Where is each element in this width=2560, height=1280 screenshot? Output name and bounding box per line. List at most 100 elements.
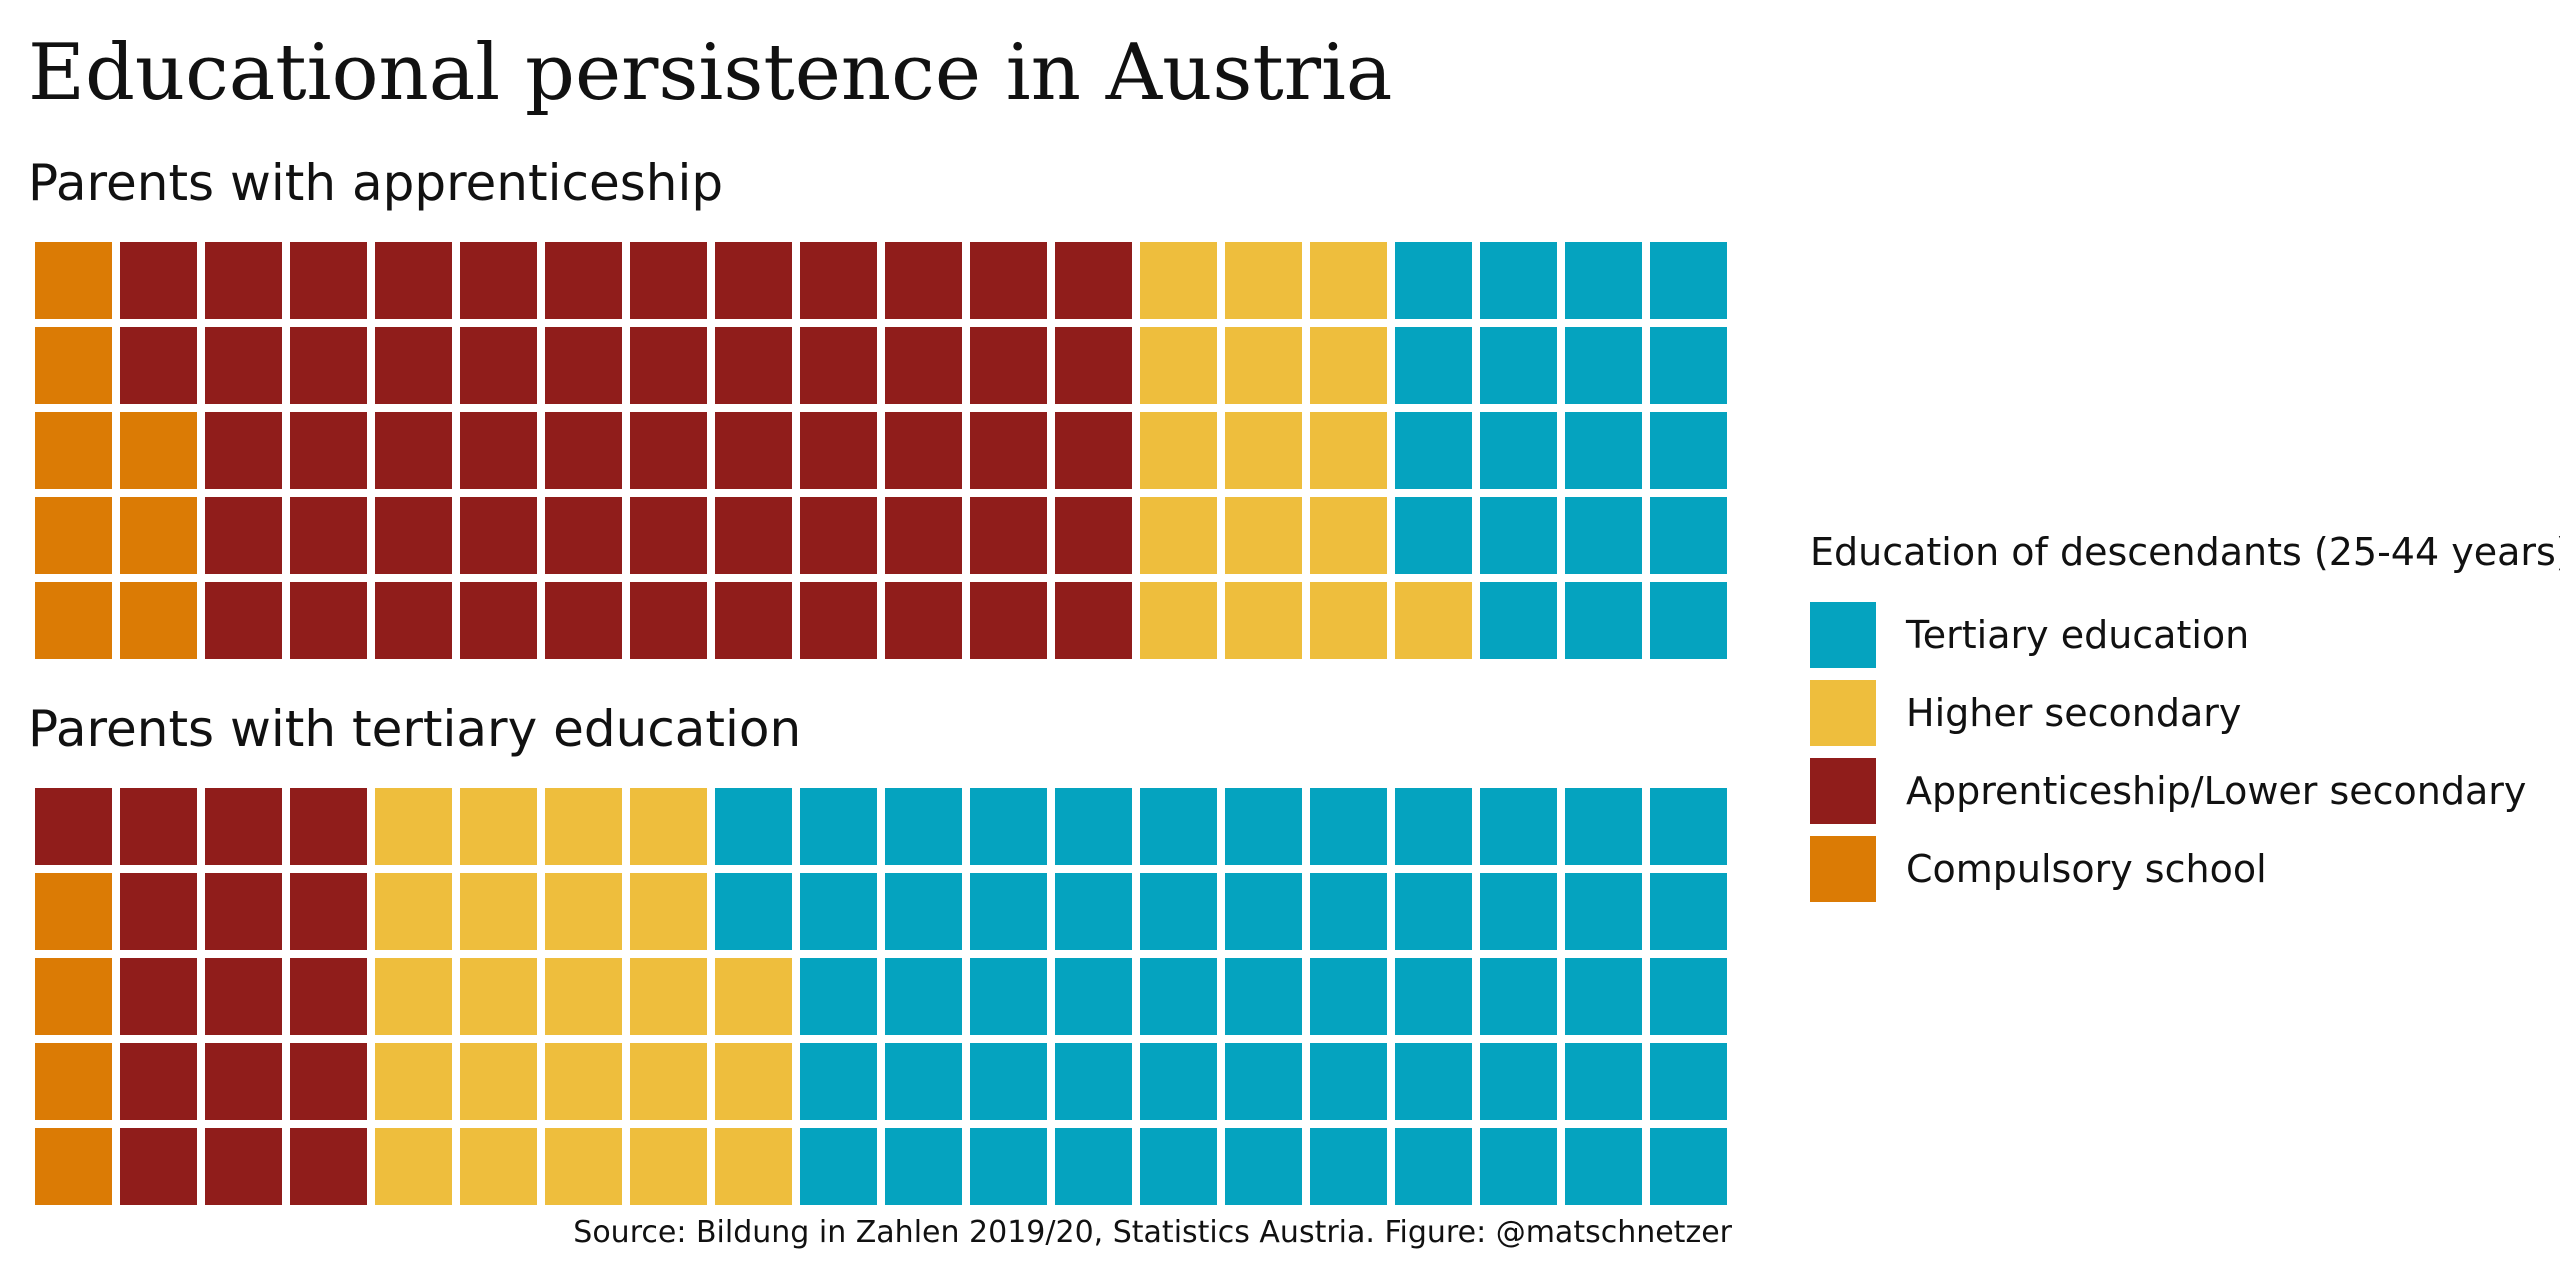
waffle-square-apprenticeship-lower-secondary [120, 958, 197, 1035]
panel-title-tertiary: Parents with tertiary education [28, 700, 801, 758]
waffle-square-tertiary-education [1650, 958, 1727, 1035]
waffle-square-apprenticeship-lower-secondary [800, 582, 877, 659]
waffle-square-higher-secondary [715, 1128, 792, 1205]
waffle-square-apprenticeship-lower-secondary [290, 873, 367, 950]
waffle-square-higher-secondary [460, 958, 537, 1035]
waffle-square-tertiary-education [1140, 1043, 1217, 1120]
waffle-square-tertiary-education [885, 1043, 962, 1120]
waffle-square-compulsory-school [35, 582, 112, 659]
waffle-square-tertiary-education [1225, 958, 1302, 1035]
waffle-square-higher-secondary [375, 958, 452, 1035]
waffle-square-higher-secondary [1140, 582, 1217, 659]
waffle-square-higher-secondary [375, 1043, 452, 1120]
legend-item-apprenticeship: Apprenticeship/Lower secondary [1810, 752, 2560, 830]
legend-item-higher-secondary: Higher secondary [1810, 674, 2560, 752]
waffle-square-apprenticeship-lower-secondary [885, 242, 962, 319]
waffle-square-tertiary-education [1565, 327, 1642, 404]
waffle-square-apprenticeship-lower-secondary [1055, 582, 1132, 659]
waffle-square-apprenticeship-lower-secondary [290, 788, 367, 865]
waffle-square-compulsory-school [35, 497, 112, 574]
waffle-square-tertiary-education [1650, 582, 1727, 659]
waffle-square-tertiary-education [1650, 788, 1727, 865]
waffle-square-apprenticeship-lower-secondary [290, 958, 367, 1035]
waffle-square-tertiary-education [1395, 412, 1472, 489]
waffle-square-tertiary-education [1565, 412, 1642, 489]
waffle-square-higher-secondary [375, 873, 452, 950]
waffle-square-tertiary-education [1140, 873, 1217, 950]
waffle-square-apprenticeship-lower-secondary [545, 412, 622, 489]
waffle-square-higher-secondary [545, 958, 622, 1035]
waffle-square-tertiary-education [970, 873, 1047, 950]
waffle-square-tertiary-education [1565, 788, 1642, 865]
waffle-square-higher-secondary [1310, 242, 1387, 319]
waffle-square-tertiary-education [1480, 582, 1557, 659]
waffle-square-apprenticeship-lower-secondary [375, 582, 452, 659]
waffle-square-higher-secondary [1140, 497, 1217, 574]
waffle-square-tertiary-education [1310, 1128, 1387, 1205]
waffle-square-apprenticeship-lower-secondary [375, 327, 452, 404]
legend-label-higher-secondary: Higher secondary [1906, 691, 2241, 735]
waffle-square-higher-secondary [460, 873, 537, 950]
waffle-square-compulsory-school [35, 958, 112, 1035]
waffle-square-tertiary-education [885, 788, 962, 865]
waffle-square-apprenticeship-lower-secondary [120, 873, 197, 950]
waffle-square-higher-secondary [1310, 327, 1387, 404]
waffle-square-higher-secondary [630, 1128, 707, 1205]
waffle-square-apprenticeship-lower-secondary [1055, 327, 1132, 404]
waffle-square-higher-secondary [375, 1128, 452, 1205]
waffle-square-apprenticeship-lower-secondary [460, 497, 537, 574]
waffle-square-apprenticeship-lower-secondary [205, 327, 282, 404]
waffle-square-apprenticeship-lower-secondary [460, 327, 537, 404]
waffle-square-tertiary-education [1565, 873, 1642, 950]
waffle-square-tertiary-education [1565, 958, 1642, 1035]
waffle-square-tertiary-education [1565, 242, 1642, 319]
waffle-square-higher-secondary [630, 1043, 707, 1120]
waffle-square-tertiary-education [885, 873, 962, 950]
waffle-square-apprenticeship-lower-secondary [545, 327, 622, 404]
waffle-square-tertiary-education [970, 1128, 1047, 1205]
waffle-square-tertiary-education [1395, 1043, 1472, 1120]
waffle-square-apprenticeship-lower-secondary [290, 1043, 367, 1120]
waffle-square-tertiary-education [1480, 1043, 1557, 1120]
waffle-square-tertiary-education [970, 788, 1047, 865]
legend-swatch-compulsory [1810, 836, 1876, 902]
waffle-square-apprenticeship-lower-secondary [205, 788, 282, 865]
source-caption: Source: Bildung in Zahlen 2019/20, Stati… [573, 1215, 1732, 1250]
waffle-square-apprenticeship-lower-secondary [375, 242, 452, 319]
waffle-square-apprenticeship-lower-secondary [120, 788, 197, 865]
waffle-square-higher-secondary [1225, 582, 1302, 659]
waffle-square-higher-secondary [1140, 412, 1217, 489]
waffle-square-higher-secondary [1310, 412, 1387, 489]
waffle-square-higher-secondary [715, 958, 792, 1035]
waffle-square-higher-secondary [1225, 497, 1302, 574]
waffle-square-tertiary-education [715, 788, 792, 865]
waffle-square-compulsory-school [120, 582, 197, 659]
waffle-square-tertiary-education [1310, 873, 1387, 950]
waffle-square-higher-secondary [630, 873, 707, 950]
legend-label-apprenticeship: Apprenticeship/Lower secondary [1906, 769, 2526, 813]
waffle-square-apprenticeship-lower-secondary [885, 327, 962, 404]
waffle-square-tertiary-education [1055, 1043, 1132, 1120]
waffle-square-tertiary-education [1565, 582, 1642, 659]
waffle-square-tertiary-education [1650, 412, 1727, 489]
waffle-square-apprenticeship-lower-secondary [800, 242, 877, 319]
waffle-square-apprenticeship-lower-secondary [715, 327, 792, 404]
waffle-square-tertiary-education [1395, 242, 1472, 319]
waffle-square-tertiary-education [1650, 327, 1727, 404]
waffle-square-tertiary-education [1650, 1128, 1727, 1205]
waffle-square-higher-secondary [545, 1128, 622, 1205]
waffle-square-tertiary-education [1650, 497, 1727, 574]
legend-item-tertiary: Tertiary education [1810, 596, 2560, 674]
waffle-square-apprenticeship-lower-secondary [290, 412, 367, 489]
waffle-square-higher-secondary [1310, 497, 1387, 574]
waffle-square-apprenticeship-lower-secondary [885, 582, 962, 659]
legend-swatch-higher-secondary [1810, 680, 1876, 746]
waffle-square-tertiary-education [1480, 788, 1557, 865]
waffle-square-apprenticeship-lower-secondary [885, 497, 962, 574]
waffle-square-apprenticeship-lower-secondary [205, 582, 282, 659]
waffle-square-apprenticeship-lower-secondary [205, 873, 282, 950]
waffle-square-higher-secondary [460, 788, 537, 865]
legend-swatch-apprenticeship [1810, 758, 1876, 824]
waffle-square-tertiary-education [715, 873, 792, 950]
waffle-square-apprenticeship-lower-secondary [35, 788, 112, 865]
